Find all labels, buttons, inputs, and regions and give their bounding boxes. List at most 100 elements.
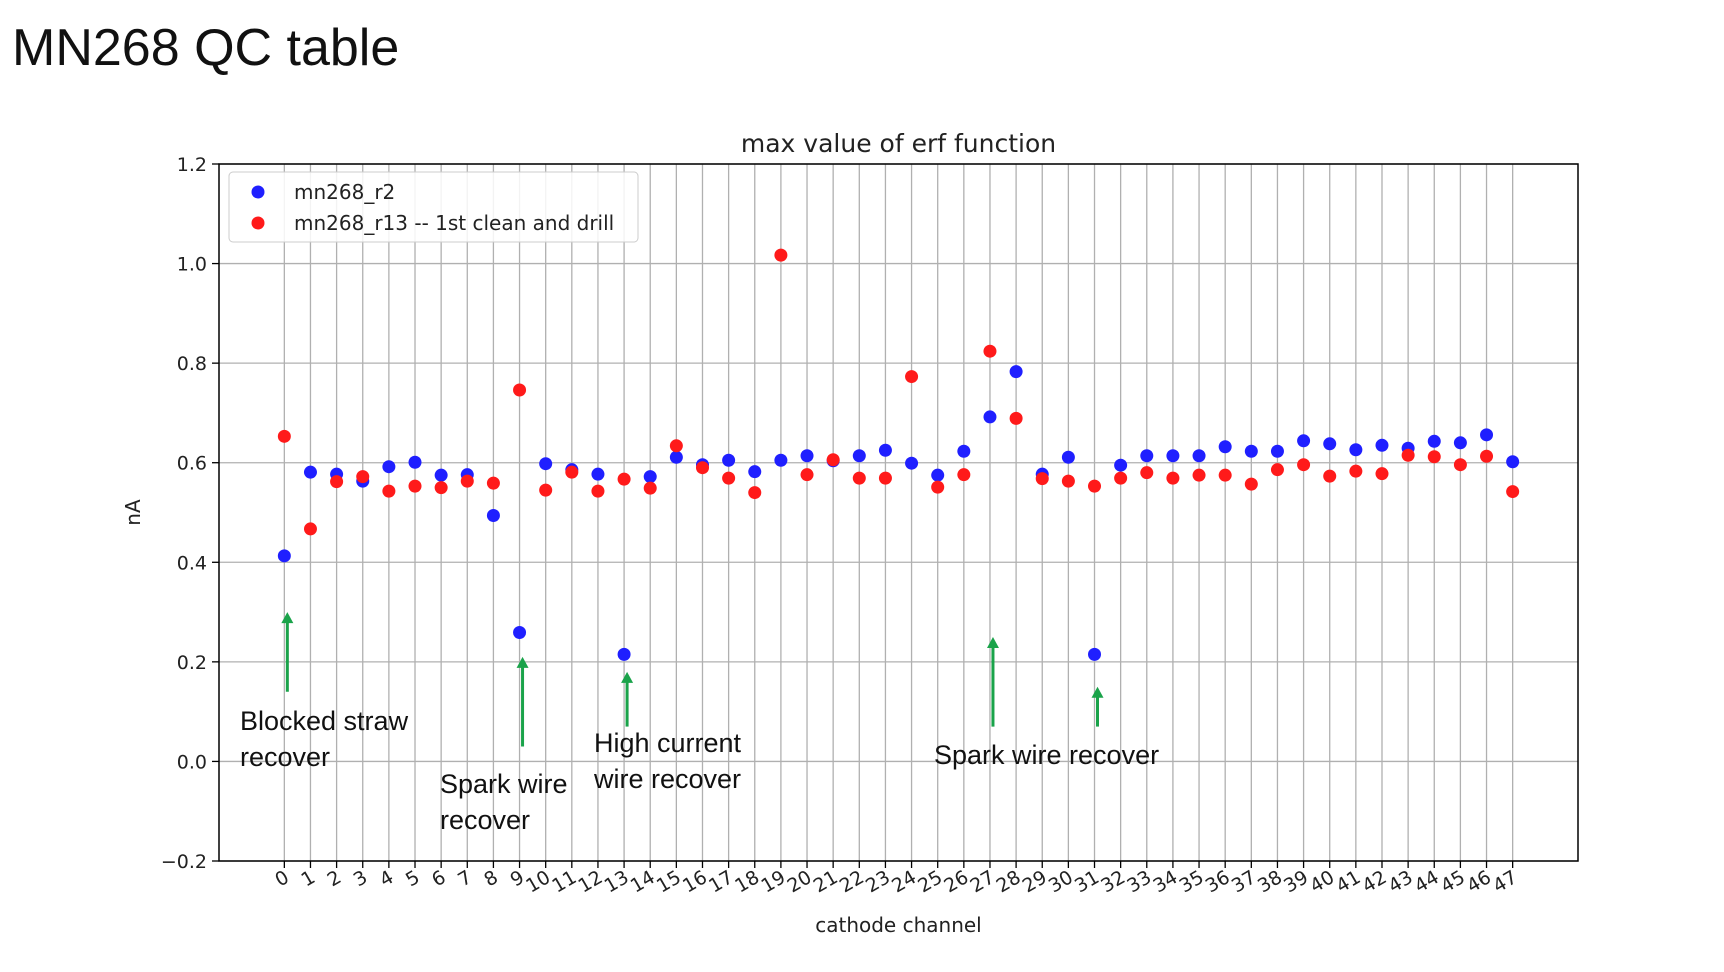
point-r13 — [826, 453, 840, 467]
point-r13 — [852, 471, 866, 485]
point-r13 — [1401, 448, 1415, 462]
point-r13 — [1218, 468, 1232, 482]
point-r2 — [591, 467, 605, 481]
arrow-head — [281, 612, 294, 624]
point-r13 — [539, 483, 553, 497]
annotation-line: Blocked straw — [240, 706, 409, 736]
legend-marker-r2 — [251, 185, 265, 199]
x-axis-ticks: 0 1 2 3 4 5 6 7 8 9101112131415161718192021222324… — [271, 861, 1521, 897]
point-r13 — [1427, 450, 1441, 464]
point-r2 — [1192, 449, 1206, 463]
legend-label-r13: mn268_r13 -- 1st clean and drill — [294, 211, 614, 235]
annotation-line: High current — [594, 728, 742, 758]
point-r13 — [1244, 477, 1258, 491]
point-r2 — [1480, 428, 1494, 442]
point-r2 — [1323, 437, 1337, 451]
y-tick-label: 1.2 — [177, 154, 207, 176]
point-r2 — [1009, 365, 1023, 379]
point-r13 — [774, 248, 788, 262]
y-tick-label: 0.4 — [177, 552, 207, 574]
point-r13 — [486, 476, 500, 490]
point-r2 — [513, 625, 527, 639]
point-r13 — [1166, 471, 1180, 485]
point-r2 — [277, 549, 291, 563]
x-axis-label: cathode channel — [815, 913, 982, 937]
x-tick-label: 1 — [297, 866, 318, 891]
point-r13 — [408, 479, 422, 493]
point-r13 — [931, 480, 945, 494]
point-r13 — [1061, 474, 1075, 488]
point-r13 — [983, 344, 997, 358]
annotation-high-current: High current wire recover — [594, 725, 741, 797]
arrow-head — [1091, 686, 1104, 698]
point-r13 — [1349, 464, 1363, 478]
legend-label-r2: mn268_r2 — [294, 180, 395, 204]
x-tick-label: 0 — [271, 866, 292, 891]
point-r13 — [748, 486, 762, 500]
point-r2 — [748, 465, 762, 479]
point-r13 — [330, 475, 344, 489]
point-r2 — [1270, 444, 1284, 458]
annotation-line: Spark wire recover — [934, 740, 1160, 770]
point-r2 — [1506, 455, 1520, 469]
legend-box — [228, 171, 639, 243]
y-tick-label: −0.2 — [161, 851, 207, 873]
point-r2 — [905, 456, 919, 470]
point-r13 — [356, 470, 370, 484]
point-r2 — [800, 449, 814, 463]
point-r13 — [957, 468, 971, 482]
point-r13 — [460, 474, 474, 488]
point-r2 — [1427, 434, 1441, 448]
point-r2 — [408, 455, 422, 469]
arrow-head — [986, 636, 999, 648]
x-tick-label: 3 — [350, 866, 371, 891]
point-r13 — [1114, 471, 1128, 485]
point-r13 — [1192, 468, 1206, 482]
point-r13 — [643, 481, 657, 495]
point-r13 — [878, 471, 892, 485]
point-r2 — [722, 453, 736, 467]
point-r13 — [277, 429, 291, 443]
point-r2 — [539, 457, 553, 471]
point-r13 — [1297, 458, 1311, 472]
point-r13 — [1506, 485, 1520, 499]
point-r13 — [1270, 463, 1284, 477]
point-r13 — [1035, 472, 1049, 486]
point-r13 — [1453, 458, 1467, 472]
point-r2 — [434, 468, 448, 482]
point-r13 — [1480, 449, 1494, 463]
point-r2 — [1453, 436, 1467, 450]
point-r2 — [617, 647, 631, 661]
point-r13 — [1375, 467, 1389, 481]
point-r2 — [303, 465, 317, 479]
annotation-line: wire recover — [594, 764, 742, 794]
y-tick-label: 1.0 — [177, 254, 207, 276]
chart-title: max value of erf function — [741, 129, 1056, 158]
point-r2 — [1140, 449, 1154, 463]
point-r2 — [1114, 458, 1128, 472]
point-r13 — [565, 465, 579, 479]
y-tick-label: 0.0 — [177, 751, 207, 773]
annotation-line: recover — [240, 742, 331, 772]
y-tick-label: 0.8 — [177, 353, 207, 375]
arrow-head — [621, 671, 634, 683]
y-tick-label: 0.2 — [177, 652, 207, 674]
point-r2 — [643, 470, 657, 484]
x-tick-label: 4 — [376, 866, 397, 891]
point-r2 — [1061, 450, 1075, 464]
point-r2 — [878, 443, 892, 457]
point-r13 — [382, 484, 396, 498]
point-r13 — [591, 484, 605, 498]
point-r2 — [931, 468, 945, 482]
legend: mn268_r2 mn268_r13 -- 1st clean and dril… — [228, 171, 639, 243]
point-r13 — [669, 439, 683, 453]
annotation-arrows — [281, 612, 1104, 747]
point-r2 — [983, 410, 997, 424]
arrow-head — [516, 656, 529, 668]
legend-marker-r13 — [251, 216, 265, 230]
annotation-spark-wire-9: Spark wire recover — [440, 766, 568, 838]
point-r2 — [382, 460, 396, 474]
point-r2 — [1375, 438, 1389, 452]
point-r2 — [1088, 647, 1102, 661]
